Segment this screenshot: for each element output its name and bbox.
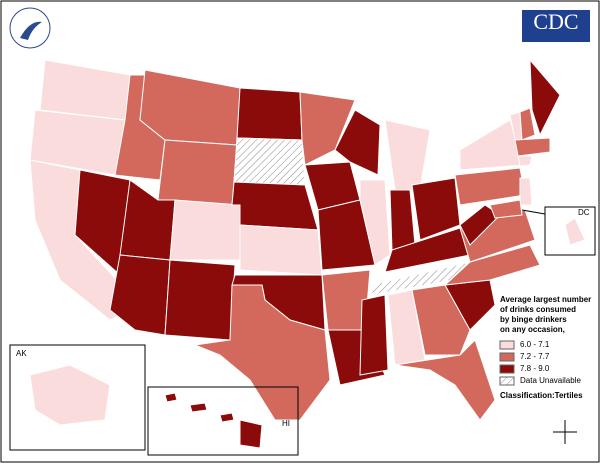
- region: [157, 139, 238, 206]
- region: [334, 109, 381, 176]
- legend-title: Average largest number: [500, 295, 591, 304]
- legend-swatch: [499, 376, 515, 386]
- legend-label: 7.8 - 9.0: [520, 364, 550, 373]
- region: [564, 217, 586, 246]
- alaska-inset: [9, 344, 146, 451]
- region: [193, 284, 331, 421]
- region: [236, 87, 303, 141]
- legend-swatch: [499, 352, 515, 362]
- region: [411, 284, 471, 356]
- region: [29, 364, 111, 426]
- legend-label: 7.2 - 7.7: [520, 352, 550, 361]
- logo-text: CDC: [533, 9, 578, 34]
- states: [29, 58, 586, 449]
- legend-title: on any occasion,: [500, 325, 565, 334]
- region: [519, 107, 536, 141]
- region: [219, 412, 235, 423]
- region: [109, 254, 171, 336]
- dc-label: DC: [578, 208, 590, 217]
- region: [164, 392, 178, 403]
- dc-inset: [544, 206, 596, 256]
- region: [517, 155, 533, 167]
- dc-pointer: [521, 209, 546, 215]
- legend-title: by binge drinkers: [500, 315, 567, 324]
- region: [231, 181, 319, 231]
- hawaii-label: HI: [282, 419, 290, 428]
- compass: [553, 420, 577, 444]
- region: [189, 402, 208, 413]
- legend-title: of drinks consumed: [500, 305, 576, 314]
- region: [394, 339, 496, 421]
- alaska-label: AK: [16, 349, 27, 358]
- logo-box: [522, 10, 590, 42]
- region: [489, 199, 523, 219]
- region: [169, 199, 241, 261]
- hhs-seal: [9, 7, 51, 49]
- legend-label: 6.0 - 7.1: [520, 340, 550, 349]
- region: [233, 137, 306, 186]
- region: [529, 58, 561, 137]
- hawaii-inset: [147, 386, 299, 456]
- hhs-eagle: [20, 21, 42, 40]
- legend-swatch: [499, 364, 515, 374]
- region: [359, 294, 389, 376]
- region: [299, 91, 356, 166]
- region: [519, 177, 533, 206]
- region: [239, 419, 263, 449]
- legend-swatch: [499, 340, 515, 350]
- region: [443, 244, 541, 286]
- legend-label: Data Unavailable: [520, 376, 581, 385]
- legend-note: Classification:Tertiles: [500, 391, 583, 400]
- region: [514, 137, 551, 157]
- region: [389, 189, 416, 251]
- region: [359, 179, 391, 266]
- region: [164, 259, 236, 341]
- region: [239, 224, 323, 276]
